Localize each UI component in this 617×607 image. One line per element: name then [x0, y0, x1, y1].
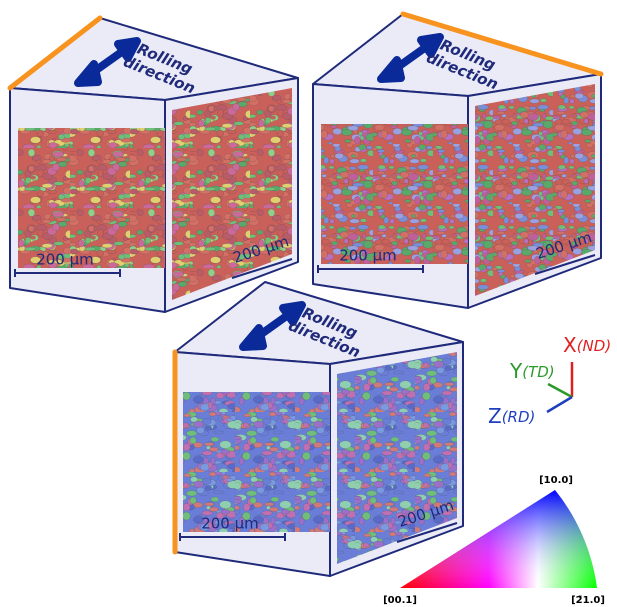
highlight-edge [400, 11, 604, 77]
scale-bar [14, 269, 121, 277]
axis-letter: Z [488, 404, 502, 428]
highlight-edge [7, 15, 103, 91]
axis-dir: (TD) [522, 363, 554, 381]
axes-triad: X(ND) Y(TD) Z(RD) [488, 333, 611, 428]
scale-front: 200 µm [36, 251, 94, 269]
rolling-arrow [377, 33, 444, 83]
side-map [337, 352, 457, 564]
scale-bar [534, 254, 596, 275]
front-map [18, 128, 165, 268]
key-label: [2̄1.0] [571, 595, 605, 606]
side-map [172, 88, 292, 300]
key-label: [10.0] [539, 475, 573, 486]
x-label: X(ND) [563, 333, 611, 357]
scale-bar [231, 258, 293, 279]
z-label: Z(RD) [488, 404, 535, 428]
scale-front: 200 µm [339, 247, 397, 265]
axis-dir: (RD) [502, 408, 536, 426]
y-label: Y(TD) [509, 359, 555, 383]
z-axis [546, 395, 573, 414]
scale-bar [396, 522, 458, 543]
axis-letter: X [563, 333, 577, 357]
rolling-arrow [74, 37, 141, 87]
front-map [183, 392, 330, 532]
axis-dir: (ND) [577, 337, 611, 355]
color-key: [10.0] [00.1] [2̄1.0] [383, 475, 605, 606]
side-map [475, 84, 595, 296]
key-blue [400, 490, 597, 588]
key-label: [00.1] [383, 595, 417, 606]
scale-bar [179, 533, 286, 541]
scale-bar [317, 265, 424, 273]
scale-front: 200 µm [201, 515, 259, 533]
y-axis [547, 382, 573, 399]
front-map [321, 124, 468, 264]
axis-letter: Y [509, 359, 523, 383]
rolling-arrow [239, 301, 306, 351]
